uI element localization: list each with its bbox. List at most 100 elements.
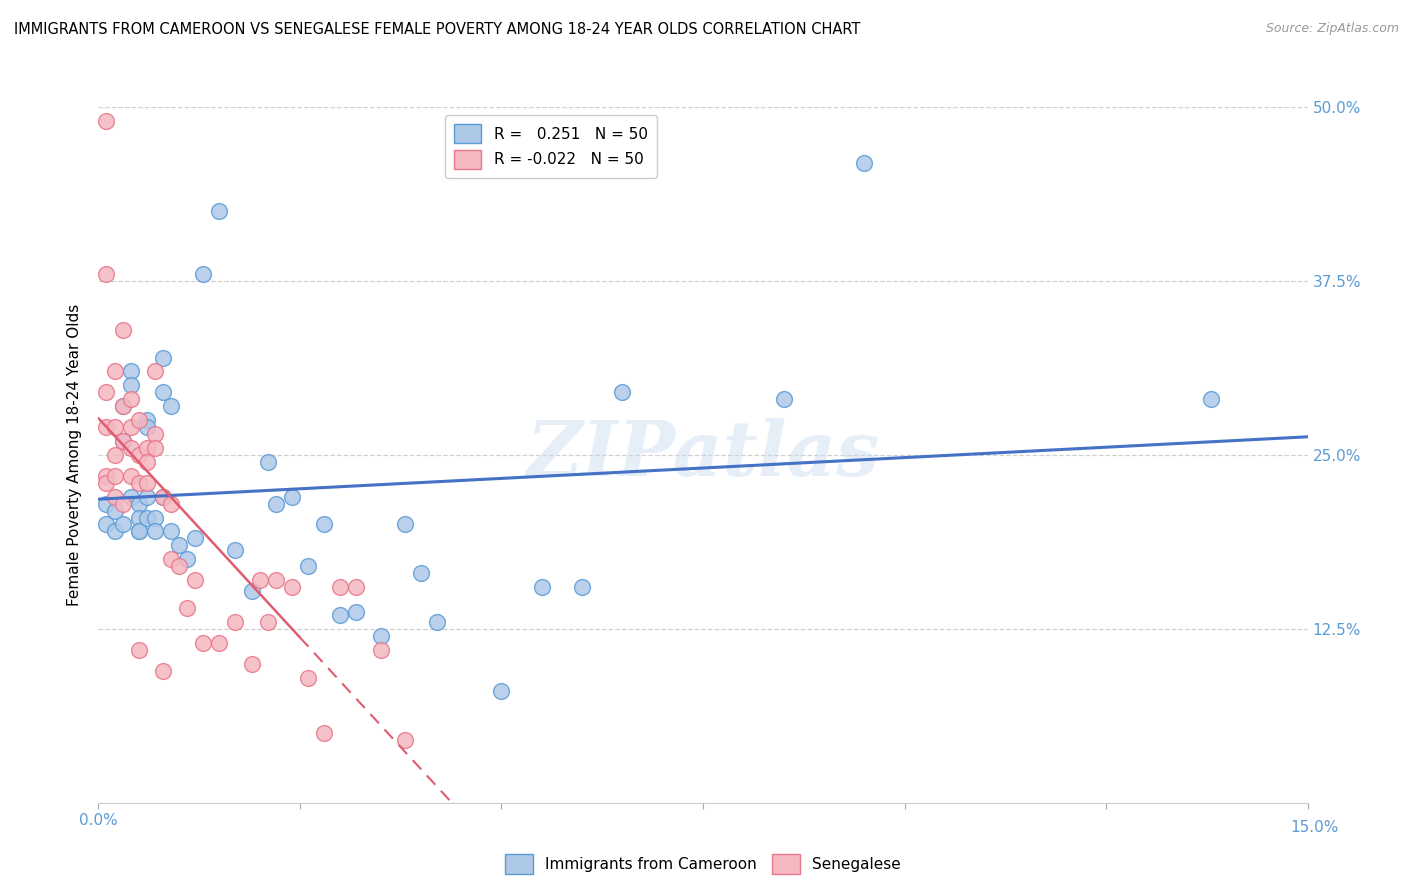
Point — [96, 517, 118, 532]
Point — [281, 490, 304, 504]
Point — [143, 510, 166, 524]
Point — [135, 475, 157, 490]
Point — [314, 726, 336, 740]
Point — [264, 573, 287, 587]
Text: Source: ZipAtlas.com: Source: ZipAtlas.com — [1265, 22, 1399, 36]
Point — [193, 267, 215, 281]
Point — [240, 584, 263, 599]
Point — [143, 441, 166, 455]
Point — [224, 542, 246, 557]
Point — [128, 524, 150, 539]
Point — [152, 351, 174, 365]
Point — [143, 427, 166, 442]
Point — [120, 364, 142, 378]
Point — [120, 378, 142, 392]
Point — [111, 434, 134, 448]
Text: ZIPatlas: ZIPatlas — [526, 418, 880, 491]
Point — [103, 503, 125, 517]
Point — [530, 580, 553, 594]
Point — [111, 434, 134, 448]
Point — [370, 629, 392, 643]
Point — [103, 524, 125, 539]
Point — [184, 573, 207, 587]
Point — [128, 524, 150, 539]
Text: 15.0%: 15.0% — [1291, 821, 1339, 835]
Point — [208, 636, 231, 650]
Point — [120, 441, 142, 455]
Point — [491, 684, 513, 698]
Point — [96, 475, 118, 490]
Point — [96, 420, 118, 434]
Point — [120, 392, 142, 407]
Point — [176, 552, 198, 566]
Point — [160, 552, 183, 566]
Point — [111, 497, 134, 511]
Point — [167, 559, 190, 574]
Point — [256, 455, 278, 469]
Point — [329, 607, 352, 622]
Point — [772, 392, 794, 407]
Legend: R =   0.251   N = 50, R = -0.022   N = 50: R = 0.251 N = 50, R = -0.022 N = 50 — [444, 115, 657, 178]
Point — [111, 399, 134, 413]
Point — [193, 636, 215, 650]
Point — [264, 497, 287, 511]
Point — [394, 733, 416, 747]
Point — [135, 441, 157, 455]
Point — [240, 657, 263, 671]
Point — [571, 580, 593, 594]
Point — [160, 399, 183, 413]
Point — [103, 364, 125, 378]
Point — [256, 615, 278, 629]
Point — [135, 413, 157, 427]
Point — [314, 517, 336, 532]
Point — [184, 532, 207, 546]
Point — [111, 517, 134, 532]
Point — [135, 420, 157, 434]
Point — [853, 155, 876, 169]
Point — [426, 615, 449, 629]
Point — [1199, 392, 1222, 407]
Point — [128, 448, 150, 462]
Point — [612, 385, 634, 400]
Point — [96, 385, 118, 400]
Point — [128, 510, 150, 524]
Point — [135, 455, 157, 469]
Point — [344, 605, 367, 619]
Point — [208, 204, 231, 219]
Point — [409, 566, 432, 581]
Point — [103, 448, 125, 462]
Legend: Immigrants from Cameroon, Senegalese: Immigrants from Cameroon, Senegalese — [499, 848, 907, 880]
Point — [128, 642, 150, 657]
Point — [152, 490, 174, 504]
Point — [120, 490, 142, 504]
Point — [143, 364, 166, 378]
Point — [103, 490, 125, 504]
Point — [103, 468, 125, 483]
Point — [370, 642, 392, 657]
Point — [160, 497, 183, 511]
Point — [128, 497, 150, 511]
Point — [128, 475, 150, 490]
Point — [329, 580, 352, 594]
Point — [135, 490, 157, 504]
Point — [128, 413, 150, 427]
Point — [96, 267, 118, 281]
Point — [176, 601, 198, 615]
Point — [281, 580, 304, 594]
Point — [103, 420, 125, 434]
Point — [344, 580, 367, 594]
Point — [167, 538, 190, 552]
Point — [152, 490, 174, 504]
Point — [111, 399, 134, 413]
Point — [394, 517, 416, 532]
Point — [297, 559, 319, 574]
Point — [249, 573, 271, 587]
Point — [152, 385, 174, 400]
Point — [111, 323, 134, 337]
Point — [135, 510, 157, 524]
Point — [120, 468, 142, 483]
Point — [152, 664, 174, 678]
Point — [297, 671, 319, 685]
Point — [120, 420, 142, 434]
Point — [224, 615, 246, 629]
